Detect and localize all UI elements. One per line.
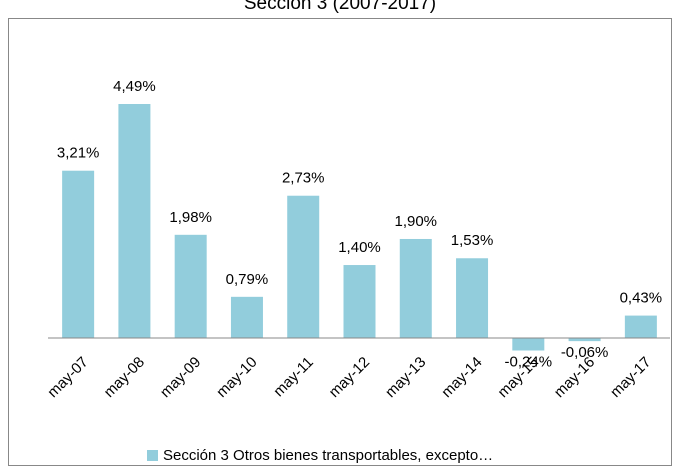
bar (568, 338, 601, 342)
data-label: 0,79% (226, 271, 269, 288)
bar (174, 234, 207, 338)
bar (287, 195, 320, 338)
bar (456, 258, 489, 338)
data-label: -0,24% (505, 353, 553, 370)
legend-swatch (147, 450, 158, 461)
data-label: 1,53% (451, 232, 494, 249)
bar (118, 104, 151, 338)
bar (62, 170, 95, 338)
data-label: -0,06% (561, 344, 609, 361)
bar (343, 265, 376, 338)
data-label: 3,21% (57, 145, 100, 162)
data-label: 0,43% (620, 290, 663, 307)
data-label: 1,98% (169, 209, 212, 226)
bar (399, 238, 432, 338)
data-label: 1,90% (394, 213, 437, 230)
chart-title: Sección 3 (2007-2017) (244, 0, 436, 14)
bar (512, 338, 545, 351)
data-label: 1,40% (338, 239, 381, 256)
legend-label: Sección 3 Otros bienes transportables, e… (163, 447, 493, 464)
data-label: 4,49% (113, 78, 156, 95)
bar (230, 296, 263, 338)
data-label: 2,73% (282, 170, 325, 187)
bar (624, 315, 657, 338)
